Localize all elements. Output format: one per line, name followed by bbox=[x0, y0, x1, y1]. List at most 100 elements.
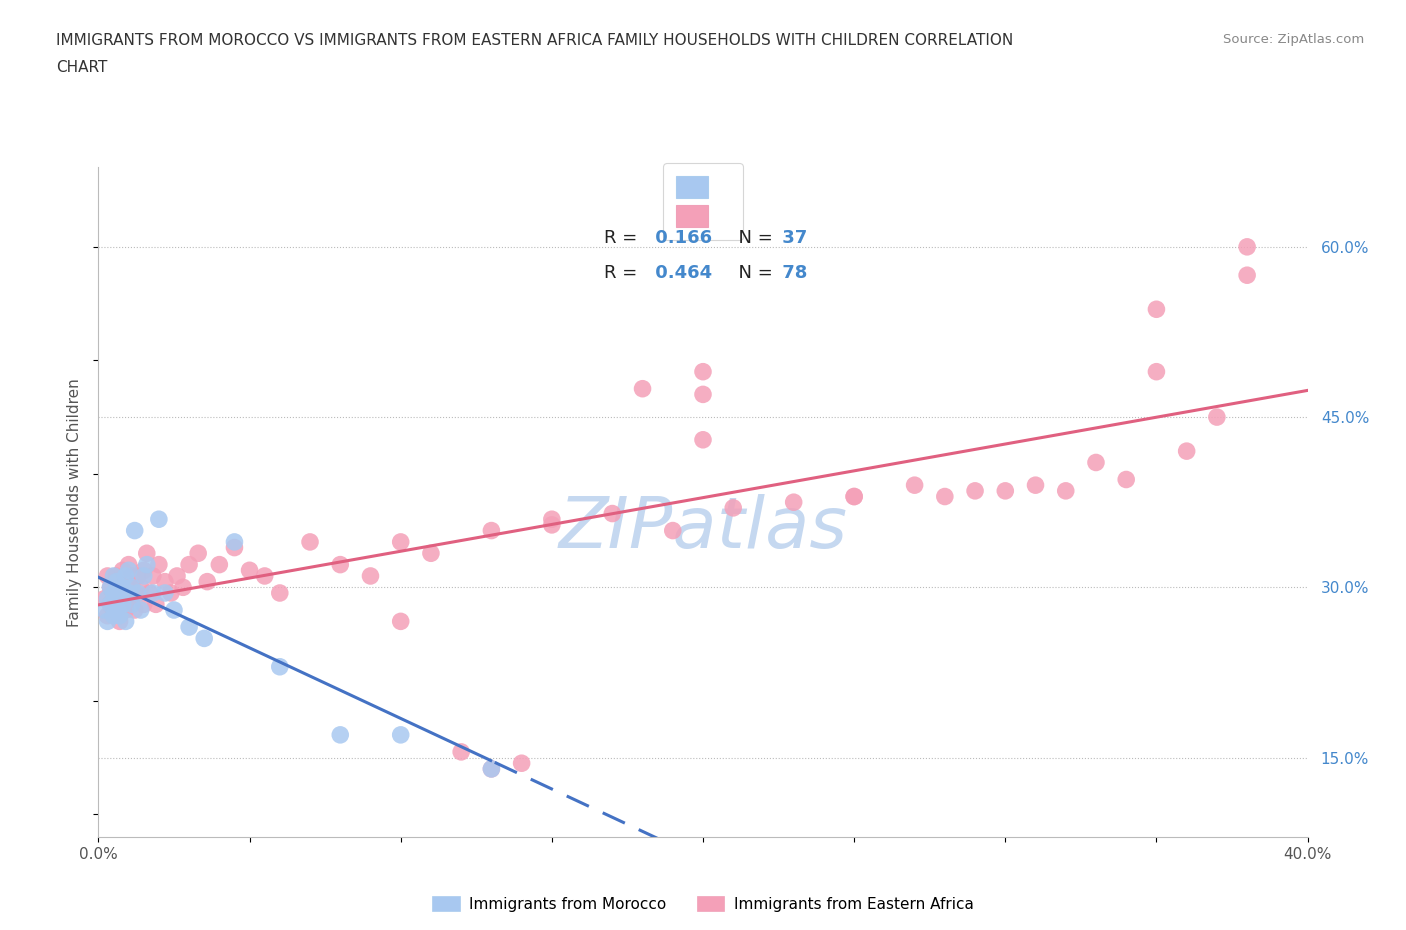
Point bbox=[124, 524, 146, 538]
Point bbox=[142, 586, 165, 601]
Point bbox=[121, 597, 143, 612]
Text: 37: 37 bbox=[776, 229, 807, 246]
Legend: Immigrants from Morocco, Immigrants from Eastern Africa: Immigrants from Morocco, Immigrants from… bbox=[426, 889, 980, 918]
Point bbox=[179, 619, 201, 634]
Point bbox=[135, 557, 157, 572]
Point bbox=[114, 614, 136, 629]
Point bbox=[105, 591, 128, 606]
Point bbox=[540, 512, 562, 526]
Text: CHART: CHART bbox=[56, 60, 108, 75]
Point bbox=[96, 591, 118, 606]
Point bbox=[934, 489, 956, 504]
Point bbox=[224, 535, 246, 550]
Point bbox=[692, 387, 714, 402]
Point bbox=[299, 535, 322, 550]
Point bbox=[96, 614, 118, 629]
Point bbox=[114, 568, 136, 583]
Point bbox=[135, 546, 157, 561]
Point bbox=[269, 586, 291, 601]
Point bbox=[269, 659, 291, 674]
Text: N =: N = bbox=[727, 229, 773, 246]
Point bbox=[103, 586, 125, 601]
Point bbox=[1236, 239, 1258, 254]
Point bbox=[1144, 365, 1167, 379]
Point bbox=[100, 597, 122, 612]
Point bbox=[1144, 302, 1167, 317]
Text: Source: ZipAtlas.com: Source: ZipAtlas.com bbox=[1223, 33, 1364, 46]
Text: N =: N = bbox=[727, 263, 773, 282]
Point bbox=[602, 506, 624, 521]
Point bbox=[692, 365, 714, 379]
Point bbox=[208, 557, 231, 572]
Point bbox=[904, 478, 927, 493]
Point bbox=[239, 563, 262, 578]
Point bbox=[153, 574, 176, 589]
Point bbox=[124, 586, 146, 601]
Point bbox=[1206, 409, 1229, 424]
Point bbox=[96, 608, 118, 623]
Legend:   ,   : , bbox=[664, 163, 742, 240]
Text: 78: 78 bbox=[776, 263, 807, 282]
Point bbox=[844, 489, 866, 504]
Y-axis label: Family Households with Children: Family Households with Children bbox=[67, 378, 83, 627]
Point bbox=[481, 762, 503, 777]
Text: IMMIGRANTS FROM MOROCCO VS IMMIGRANTS FROM EASTERN AFRICA FAMILY HOUSEHOLDS WITH: IMMIGRANTS FROM MOROCCO VS IMMIGRANTS FR… bbox=[56, 33, 1014, 47]
Point bbox=[111, 580, 134, 595]
Point bbox=[121, 580, 143, 595]
Text: ZIPatlas: ZIPatlas bbox=[558, 495, 848, 564]
Point bbox=[481, 762, 503, 777]
Point bbox=[103, 586, 125, 601]
Point bbox=[148, 557, 170, 572]
Point bbox=[153, 586, 176, 601]
Point bbox=[163, 603, 186, 618]
Point bbox=[450, 744, 472, 759]
Point bbox=[172, 580, 194, 595]
Point bbox=[160, 586, 183, 601]
Point bbox=[692, 432, 714, 447]
Point bbox=[420, 546, 443, 561]
Point bbox=[127, 586, 149, 601]
Text: 0.464: 0.464 bbox=[648, 263, 711, 282]
Point bbox=[129, 603, 152, 618]
Point bbox=[118, 591, 141, 606]
Point bbox=[389, 614, 412, 629]
Point bbox=[360, 568, 382, 583]
Text: 0.166: 0.166 bbox=[648, 229, 711, 246]
Point bbox=[723, 500, 745, 515]
Point bbox=[844, 489, 866, 504]
Point bbox=[540, 517, 562, 532]
Point bbox=[118, 557, 141, 572]
Point bbox=[1024, 478, 1046, 493]
Point bbox=[118, 586, 141, 601]
Point bbox=[100, 580, 122, 595]
Point bbox=[994, 484, 1017, 498]
Point bbox=[965, 484, 987, 498]
Point bbox=[1085, 455, 1108, 470]
Point bbox=[1115, 472, 1137, 487]
Text: R =: R = bbox=[603, 263, 637, 282]
Point bbox=[108, 608, 131, 623]
Point bbox=[132, 597, 155, 612]
Point bbox=[187, 546, 209, 561]
Point bbox=[139, 586, 162, 601]
Point bbox=[148, 512, 170, 526]
Point bbox=[1236, 268, 1258, 283]
Point bbox=[105, 574, 128, 589]
Point bbox=[195, 574, 218, 589]
Point bbox=[93, 591, 115, 606]
Point bbox=[224, 540, 246, 555]
Point bbox=[129, 580, 152, 595]
Point bbox=[105, 568, 128, 583]
Point bbox=[481, 524, 503, 538]
Point bbox=[179, 557, 201, 572]
Point bbox=[329, 727, 352, 742]
Point bbox=[662, 524, 685, 538]
Point bbox=[121, 568, 143, 583]
Point bbox=[108, 586, 131, 601]
Point bbox=[114, 574, 136, 589]
Point bbox=[389, 727, 412, 742]
Point bbox=[105, 603, 128, 618]
Point bbox=[142, 568, 165, 583]
Point bbox=[510, 756, 533, 771]
Point bbox=[389, 535, 412, 550]
